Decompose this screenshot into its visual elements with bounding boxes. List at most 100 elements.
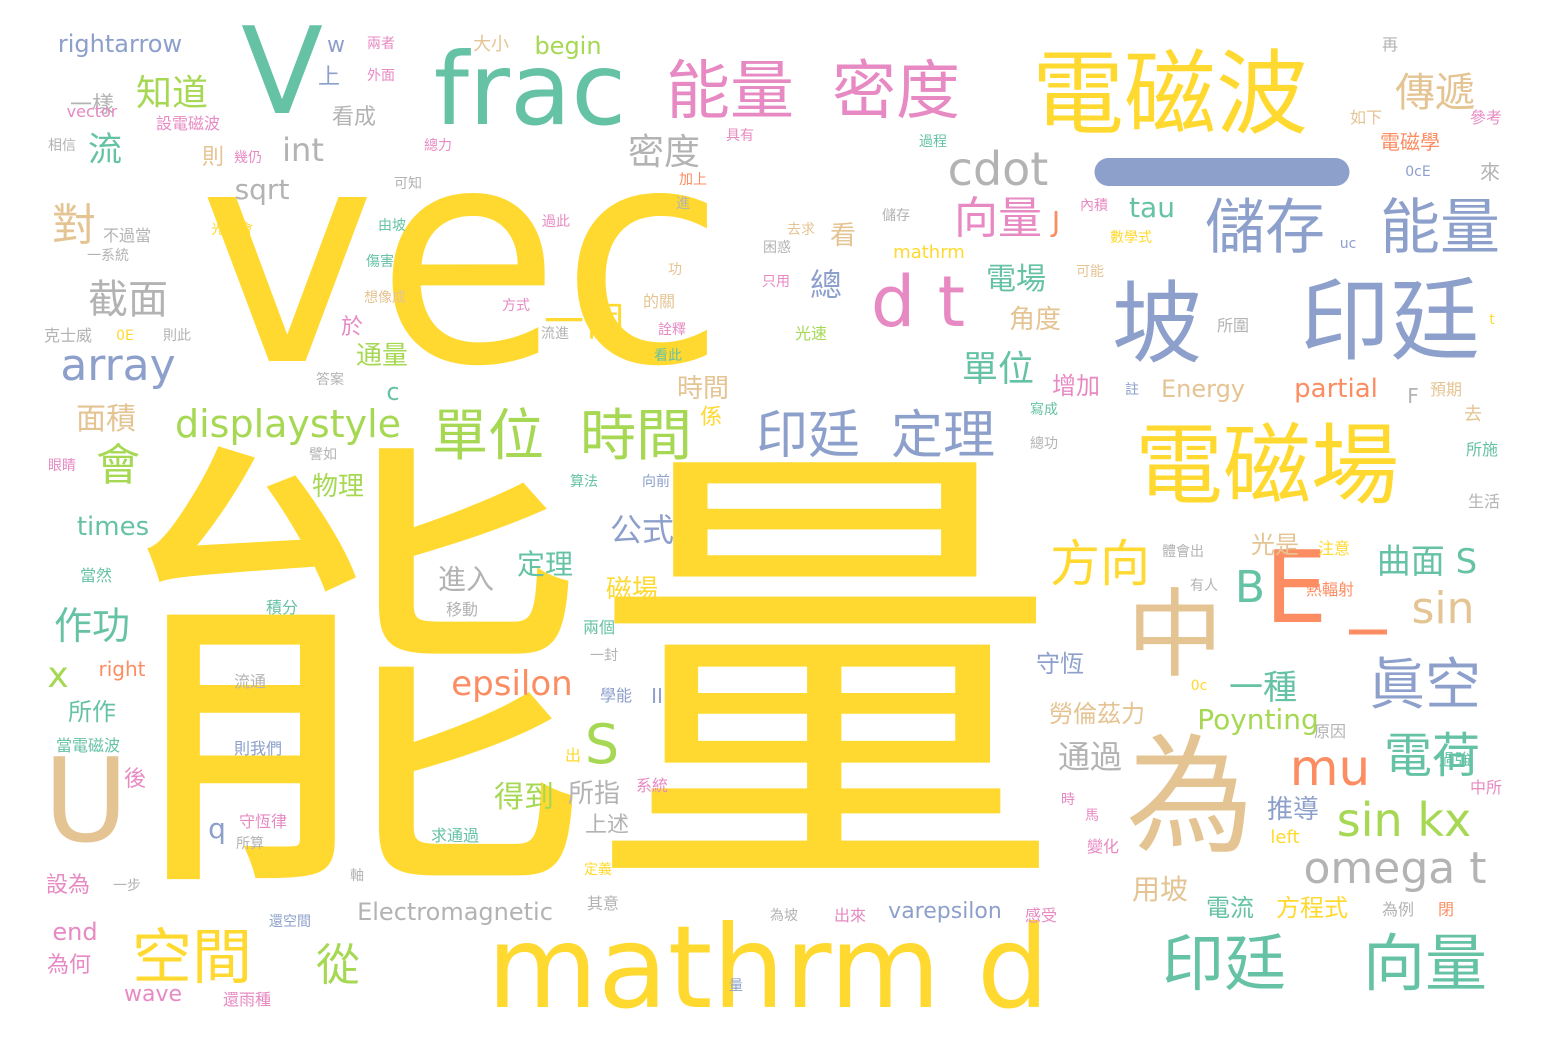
word-xiecheng: 寫成 — [1030, 402, 1058, 418]
word-jireng: 幾仍 — [234, 150, 262, 166]
word-hou: 後 — [123, 767, 147, 792]
word-shi: 時 — [1061, 792, 1075, 808]
word-ma: 馬 — [1085, 808, 1099, 824]
word-zhenkong: 眞空 — [1369, 653, 1481, 718]
word-yuanyin: 原因 — [1313, 722, 1347, 741]
word-diancixue: 電磁學 — [1380, 130, 1440, 154]
word-yongpo: 用坡 — [1131, 873, 1189, 906]
word-ganshou: 感受 — [1024, 906, 1058, 925]
word-shangshu: 上述 — [584, 813, 630, 838]
word-omega-t: omega t — [1303, 843, 1487, 894]
word-xitong: 系統 — [635, 776, 669, 795]
word-nengliang-pink: 能量 — [666, 55, 794, 129]
word-jiemian: 截面 — [88, 277, 168, 323]
word-laolunzili: 勞倫茲力 — [1049, 700, 1145, 728]
word-poynting: Poynting — [1197, 703, 1319, 736]
word-J: J — [1051, 205, 1061, 238]
word-t-small: t — [1489, 312, 1495, 328]
word-xi: 係 — [699, 405, 723, 430]
word-times: times — [76, 512, 150, 542]
word-mathrm-d: mathrm d — [486, 901, 1050, 1034]
word-bi: 閉 — [1437, 900, 1455, 919]
word-dui: 對 — [52, 200, 96, 251]
word-B: B — [1234, 562, 1266, 613]
word-quanshi: 詮釋 — [658, 322, 686, 338]
word-zhuyi: 注意 — [1317, 539, 1351, 558]
word-zhidao: 知道 — [135, 73, 209, 114]
word-kan: 看 — [829, 221, 857, 251]
word-huanliangzhong: 還雨種 — [222, 990, 272, 1009]
word-youren: 有人 — [1190, 578, 1218, 594]
word-jifen: 積分 — [265, 598, 299, 617]
word-dingli-green: 定理 — [516, 548, 574, 581]
word-guangxianhui: 光線會 — [211, 222, 253, 238]
word-frac: frac — [433, 31, 627, 148]
word-rightarrow: rightarrow — [57, 30, 183, 58]
word-zengjia: 增加 — [1052, 372, 1100, 400]
word-tihuichu: 體會出 — [1162, 544, 1204, 560]
word-cong: 從 — [316, 940, 360, 991]
word-dianhe: 電荷 — [1383, 728, 1481, 784]
word-dingli-blue: 定理 — [890, 406, 996, 466]
word-yiyang: 一樣 — [69, 93, 115, 118]
word-yinting-1: 印廷 — [1300, 269, 1480, 374]
word-shanghai: 傷害 — [366, 254, 394, 270]
word-jin: 進 — [676, 196, 690, 212]
word-quqiu: 去求 — [787, 222, 815, 238]
word-dianliu: 電流 — [1206, 894, 1254, 922]
word-suowei: 所圍 — [1216, 316, 1250, 335]
word-sin-kx: sin kx — [1336, 793, 1472, 847]
word-zhu: 註 — [1125, 382, 1139, 398]
word-shewei: 設為 — [45, 873, 91, 898]
word-dianciBo: 電磁波 — [1031, 41, 1309, 148]
word-qu: 去 — [1464, 404, 1482, 425]
word-zongli: 總力 — [424, 138, 452, 154]
word-zonggong: 總功 — [1030, 436, 1058, 452]
word-c: c — [386, 378, 400, 406]
word-wave: wave — [123, 982, 183, 1007]
word-vector: vector — [66, 102, 118, 121]
word-0c: 0c — [1190, 678, 1208, 694]
word-yizhong: 一種 — [1229, 668, 1297, 708]
word-shijian-lime: 時間 — [580, 404, 692, 469]
word-electromagnetic: Electromagnetic — [357, 898, 553, 926]
word-xiangliang-pink: 向量 — [954, 193, 1042, 244]
word-nengliang-blue: 能量 — [1380, 193, 1500, 263]
word-zhong: 中 — [1127, 579, 1223, 691]
word-kongjian: 空間 — [132, 923, 252, 993]
word-vec: vec — [198, 83, 726, 432]
word-E: E — [1264, 529, 1328, 646]
word-shuxueshi: 數學式 — [1110, 230, 1152, 246]
word-left: left — [1270, 827, 1300, 848]
word-chucun: 儲存 — [1205, 193, 1325, 263]
word-fangxiang: 方向 — [1050, 535, 1150, 593]
word-daan: 答案 — [316, 372, 344, 388]
word-dedao: 得到 — [494, 780, 554, 815]
word-zong: 總 — [809, 266, 843, 304]
word-po: 坡 — [1112, 272, 1202, 377]
word-fangchengshi: 方程式 — [1276, 894, 1348, 922]
word-yuqi: 預期 — [1429, 380, 1463, 399]
word-zewomen: 則我們 — [233, 739, 283, 758]
word-yu: 於 — [340, 315, 364, 340]
word-chuandi: 傳遞 — [1395, 70, 1475, 116]
word-uc: uc — [1339, 236, 1357, 252]
word-xiangxin: 相信 — [48, 138, 76, 154]
word-int: int — [282, 131, 324, 169]
word-tau: tau — [1129, 191, 1175, 224]
word-midu-gray: 密度 — [627, 132, 701, 173]
word-ze: 則 — [201, 145, 225, 170]
word-weipo: 為坡 — [770, 908, 798, 924]
word-zhiyong: 只用 — [762, 274, 790, 290]
word-liu: 流 — [88, 130, 122, 170]
word-dianciChang: 電磁場 — [1134, 414, 1400, 517]
word-shang: 上 — [317, 65, 341, 90]
word-shediancibo: 設電磁波 — [155, 114, 221, 133]
word-gongshi: 公式 — [609, 511, 675, 549]
word-hui: 會 — [96, 440, 140, 491]
word-yinting-3: 印廷 — [1161, 927, 1287, 1000]
word-guocheng: 過程 — [919, 134, 947, 150]
word-daxiao: 大小 — [473, 34, 509, 55]
word-E-sub — [1349, 629, 1387, 635]
word-0E: 0E — [116, 328, 134, 344]
